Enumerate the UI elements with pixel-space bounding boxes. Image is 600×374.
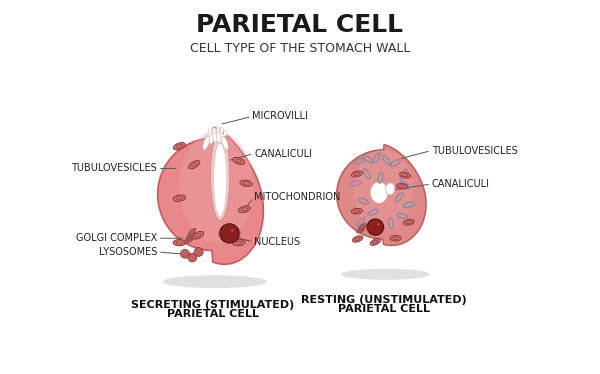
Ellipse shape: [205, 132, 211, 146]
Text: MITOCHONDRION: MITOCHONDRION: [254, 192, 341, 202]
Text: LYSOSOMES: LYSOSOMES: [99, 247, 157, 257]
Ellipse shape: [211, 131, 230, 220]
Ellipse shape: [216, 126, 220, 133]
Ellipse shape: [214, 142, 227, 217]
Text: NUCLEUS: NUCLEUS: [254, 237, 301, 247]
Text: GOLGI COMPLEX: GOLGI COMPLEX: [76, 233, 157, 243]
Circle shape: [194, 248, 203, 257]
Ellipse shape: [220, 127, 223, 134]
Polygon shape: [337, 145, 426, 245]
Circle shape: [188, 253, 197, 262]
Ellipse shape: [192, 232, 204, 239]
Ellipse shape: [370, 239, 380, 245]
Ellipse shape: [377, 223, 380, 226]
Text: MICROVILLI: MICROVILLI: [253, 111, 308, 122]
Ellipse shape: [386, 183, 395, 195]
Ellipse shape: [224, 130, 227, 137]
Ellipse shape: [400, 172, 410, 178]
Ellipse shape: [352, 236, 363, 242]
Ellipse shape: [238, 206, 250, 213]
Ellipse shape: [240, 180, 253, 187]
Circle shape: [367, 219, 383, 235]
Ellipse shape: [173, 195, 185, 202]
Ellipse shape: [184, 238, 193, 244]
Ellipse shape: [188, 228, 196, 236]
Ellipse shape: [173, 239, 185, 246]
Ellipse shape: [352, 171, 362, 177]
Text: PARIETAL CELL: PARIETAL CELL: [167, 309, 259, 319]
Ellipse shape: [188, 160, 200, 169]
Ellipse shape: [185, 235, 194, 241]
Ellipse shape: [358, 226, 365, 231]
Text: PARIETAL CELL: PARIETAL CELL: [197, 12, 404, 37]
Ellipse shape: [209, 130, 214, 144]
Ellipse shape: [208, 129, 211, 135]
Text: SECRETING (STIMULATED): SECRETING (STIMULATED): [131, 300, 295, 310]
Ellipse shape: [359, 224, 366, 229]
Ellipse shape: [220, 132, 226, 146]
Ellipse shape: [351, 208, 362, 214]
Circle shape: [220, 224, 239, 243]
Ellipse shape: [341, 269, 430, 280]
Text: CELL TYPE OF THE STOMACH WALL: CELL TYPE OF THE STOMACH WALL: [190, 42, 410, 55]
Text: RESTING (UNSTIMULATED): RESTING (UNSTIMULATED): [301, 295, 466, 305]
Ellipse shape: [354, 150, 413, 232]
Circle shape: [181, 249, 190, 258]
Ellipse shape: [212, 127, 216, 134]
Ellipse shape: [397, 183, 407, 189]
Ellipse shape: [231, 229, 234, 232]
Text: CANALICULI: CANALICULI: [432, 179, 490, 189]
Text: TUBULOVESICLES: TUBULOVESICLES: [71, 163, 157, 174]
Ellipse shape: [403, 220, 414, 225]
Ellipse shape: [370, 182, 388, 203]
Ellipse shape: [232, 239, 245, 246]
Ellipse shape: [217, 130, 222, 144]
Text: TUBULOVESICLES: TUBULOVESICLES: [432, 145, 518, 156]
Ellipse shape: [390, 236, 401, 241]
Ellipse shape: [233, 157, 245, 165]
Text: CANALICULI: CANALICULI: [254, 148, 313, 159]
Ellipse shape: [222, 137, 229, 150]
Text: PARIETAL CELL: PARIETAL CELL: [338, 304, 430, 314]
Ellipse shape: [173, 142, 185, 150]
Ellipse shape: [203, 137, 209, 150]
Ellipse shape: [357, 229, 364, 233]
Ellipse shape: [163, 275, 266, 288]
Ellipse shape: [213, 129, 218, 143]
Polygon shape: [158, 127, 263, 264]
Ellipse shape: [187, 232, 195, 238]
Ellipse shape: [179, 131, 254, 243]
